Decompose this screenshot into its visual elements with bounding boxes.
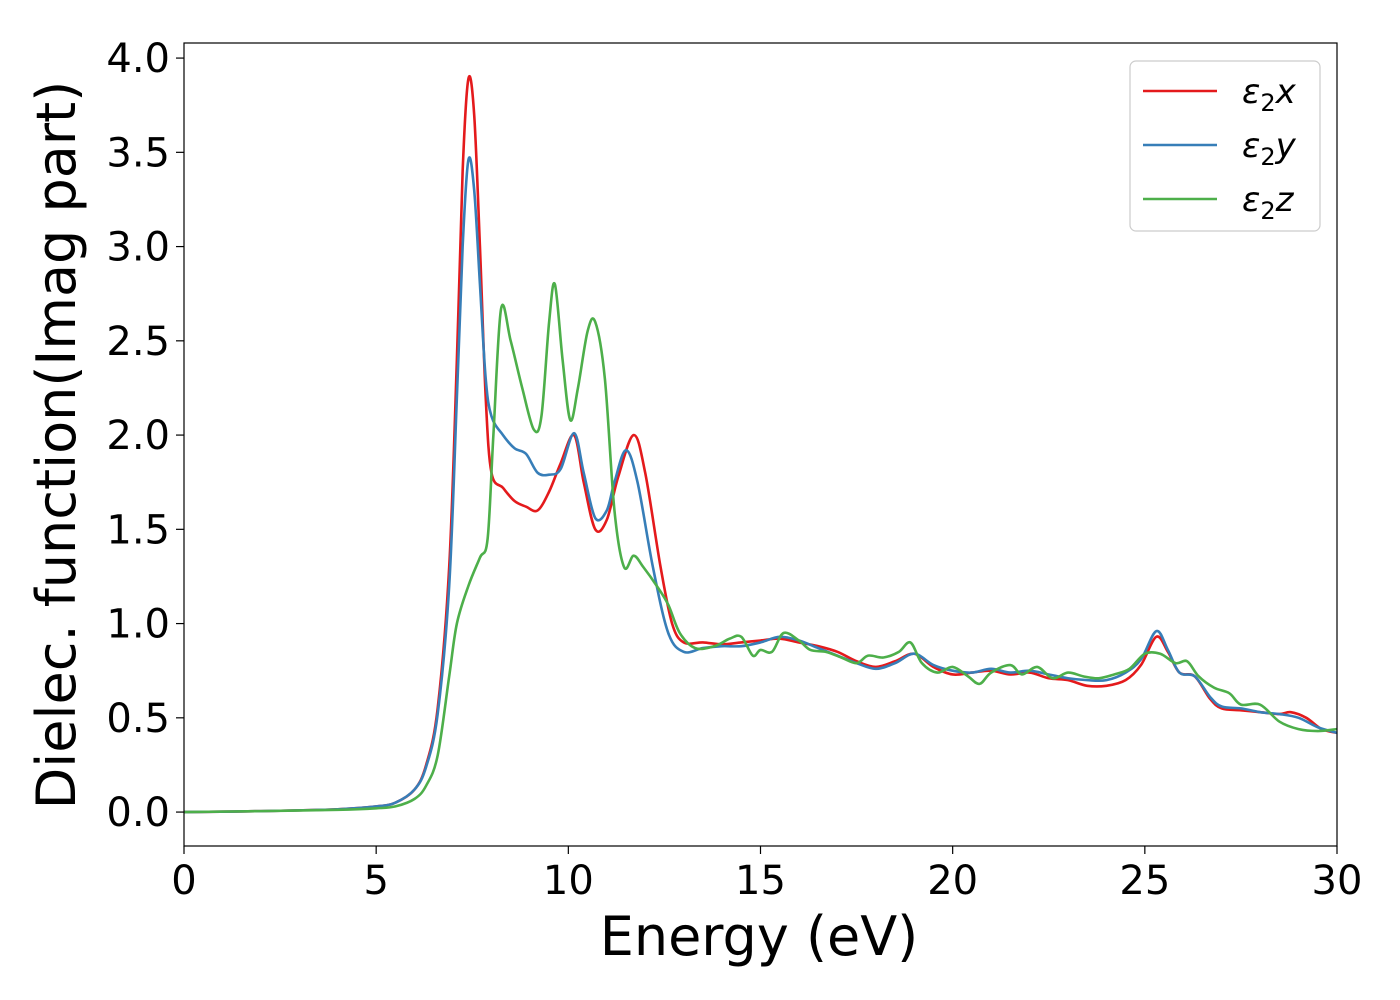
x-tick-label: 30: [1312, 858, 1363, 904]
x-tick-label: 5: [363, 858, 388, 904]
x-tick-label: 15: [735, 858, 786, 904]
legend-box: [1129, 60, 1321, 232]
legend-label: ε2z: [1242, 180, 1295, 225]
y-tick-label: 4.0: [106, 36, 170, 82]
series-line-x: [184, 75, 1337, 814]
y-tick-label: 2.0: [106, 413, 170, 459]
x-tick-label: 25: [1119, 858, 1170, 904]
y-tick-label: 1.0: [106, 602, 170, 648]
y-tick-label: 3.5: [106, 130, 170, 176]
y-tick-label: 3.0: [106, 225, 170, 271]
y-tick-label: 0.5: [106, 696, 170, 742]
legend: ε2x ε2y ε2z: [1129, 60, 1321, 232]
legend-item-z: ε2z: [1143, 180, 1295, 225]
y-axis-label: Dielec. function(Imag part): [25, 81, 88, 810]
y-tick-label: 1.5: [106, 507, 170, 553]
legend-item-x: ε2x: [1143, 72, 1297, 117]
legend-item-y: ε2y: [1143, 126, 1297, 171]
x-axis-label: Energy (eV): [600, 905, 919, 968]
legend-label: ε2y: [1242, 126, 1297, 171]
x-tick-label: 10: [543, 858, 594, 904]
legend-label: ε2x: [1242, 72, 1297, 117]
series-line-y: [184, 156, 1337, 814]
y-tick-label: 0.0: [106, 790, 170, 836]
x-tick-label: 0: [171, 858, 196, 904]
y-tick-label: 2.5: [106, 319, 170, 365]
x-tick-label: 20: [927, 858, 978, 904]
series-lines: [184, 75, 1337, 814]
y-axis-ticks: 0.0 0.5 1.0 1.5 2.0 2.5 3.0 3.5 4.0: [106, 36, 184, 836]
x-axis-ticks: 0 5 10 15 20 25 30: [171, 846, 1362, 904]
series-line-z: [184, 281, 1337, 814]
